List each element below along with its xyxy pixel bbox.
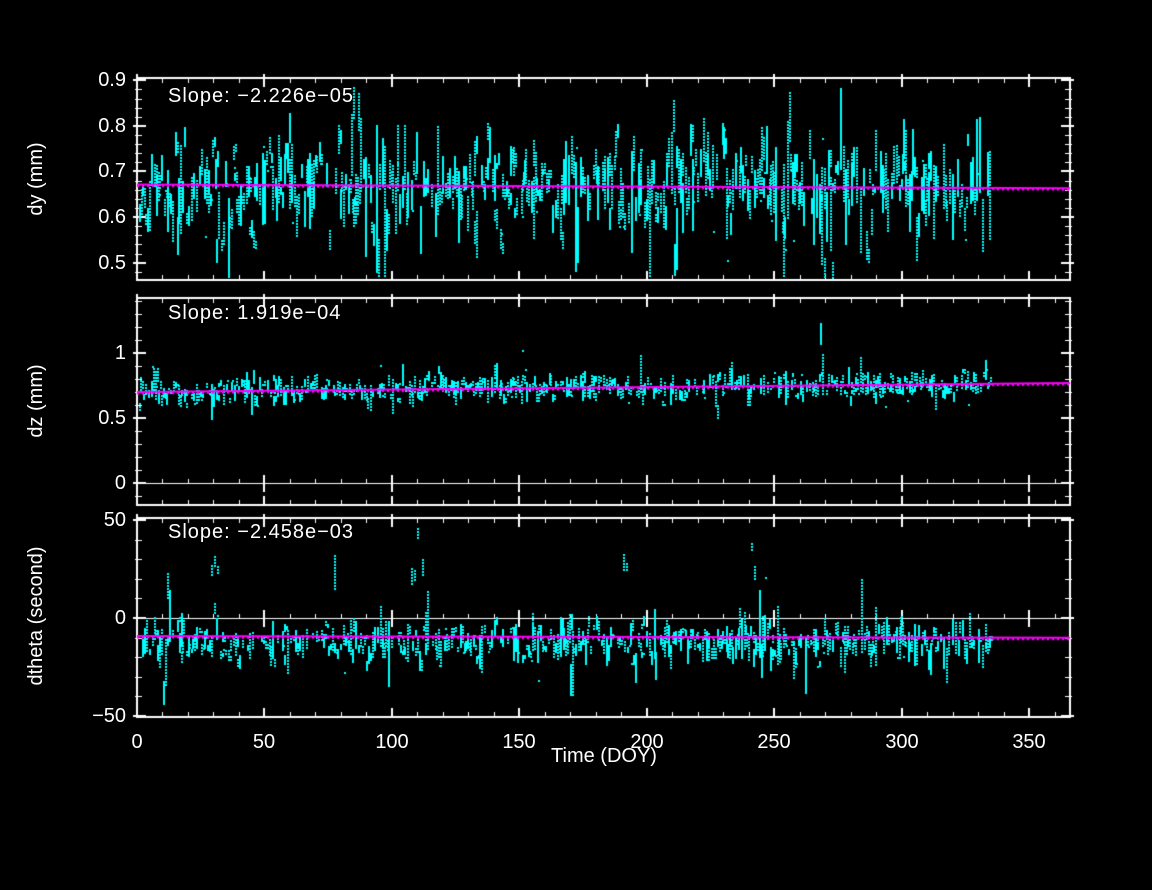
- x-axis-title: Time (DOY): [551, 745, 657, 767]
- x-tick-label: 200: [630, 731, 664, 753]
- slope-annotation-dz: Slope: 1.919e−04: [168, 302, 342, 324]
- x-tick-label: 0: [131, 731, 143, 753]
- y-tick-label: 1: [114, 342, 126, 364]
- x-tick-label: 100: [375, 731, 409, 753]
- y-tick-label: 50: [103, 509, 126, 531]
- y-tick-label: 0.7: [98, 160, 126, 182]
- slope-annotation-dtheta: Slope: −2.458e−03: [168, 521, 355, 543]
- y-tick-label: 0: [114, 472, 126, 494]
- y-tick-label: 0.6: [98, 206, 126, 228]
- x-tick-label: 50: [252, 731, 276, 753]
- y-tick-label: 0.9: [98, 69, 126, 91]
- x-tick-label: 150: [502, 731, 536, 753]
- x-tick-label: 350: [1012, 731, 1046, 753]
- y-tick-label: 0: [114, 607, 126, 629]
- x-tick-label: 250: [757, 731, 791, 753]
- y-tick-label: −50: [92, 705, 126, 727]
- y-tick-label: 0.5: [98, 252, 126, 274]
- slope-annotation-dy: Slope: −2.226e−05: [168, 85, 355, 107]
- y-tick-label: 0.5: [98, 407, 126, 429]
- y-tick-label: 0.8: [98, 115, 126, 137]
- x-tick-label: 300: [885, 731, 919, 753]
